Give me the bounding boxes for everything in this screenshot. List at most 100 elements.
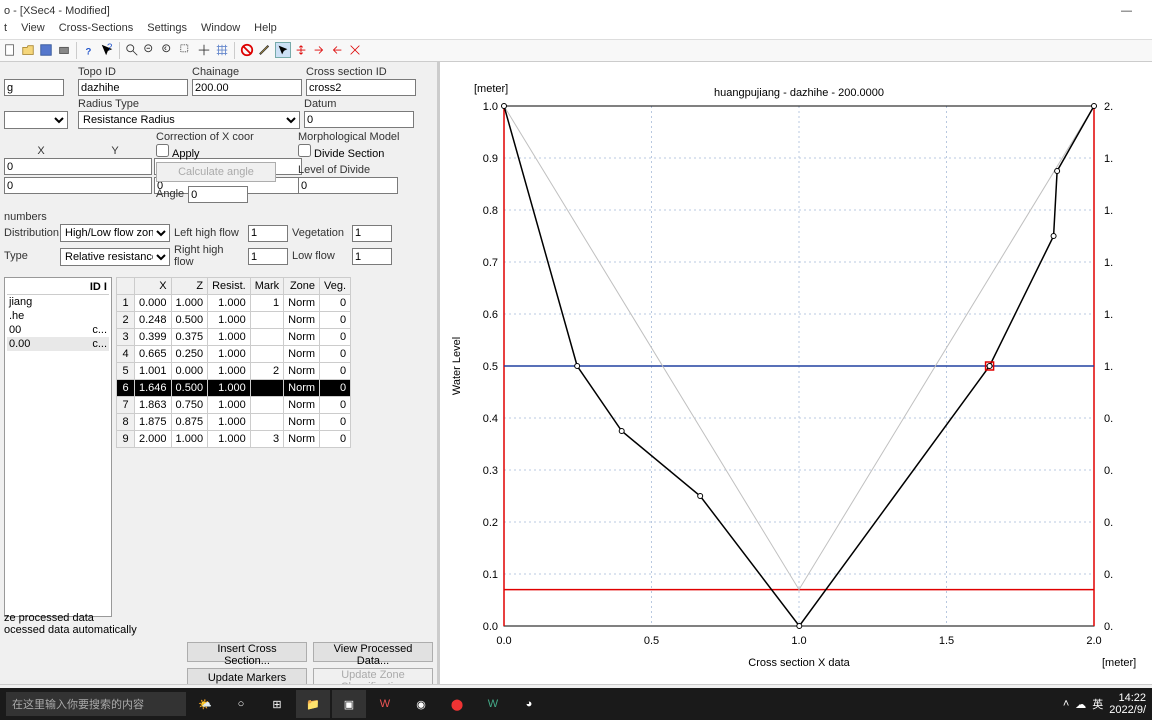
left-high-field[interactable]: [248, 225, 288, 242]
svg-text:0.7: 0.7: [483, 257, 498, 269]
table-row[interactable]: 20.2480.5001.000Norm0: [117, 312, 351, 329]
window-titlebar: o - [XSec4 - Modified] —: [0, 0, 1152, 22]
x2-field[interactable]: [4, 177, 152, 194]
print-icon[interactable]: [56, 42, 72, 58]
distribution-combo[interactable]: High/Low flow zones: [60, 224, 170, 242]
sync-processed-checkbox[interactable]: ze processed data: [4, 612, 94, 624]
svg-text:1.: 1.: [1104, 153, 1113, 165]
vegetation-field[interactable]: [352, 225, 392, 242]
svg-text:0.: 0.: [1104, 465, 1113, 477]
low-flow-field[interactable]: [352, 248, 392, 265]
zoom-prev-icon[interactable]: [160, 42, 176, 58]
insert-cross-section-button[interactable]: Insert Cross Section...: [187, 642, 307, 662]
tree-item[interactable]: 00c...: [7, 323, 109, 337]
menu-view[interactable]: View: [21, 22, 45, 39]
navigation-tree[interactable]: ID I jiang .he 00c... 0.00c...: [4, 277, 112, 617]
table-row[interactable]: 92.0001.0001.0003Norm0: [117, 431, 351, 448]
radius-type-combo[interactable]: Resistance Radius: [78, 111, 300, 129]
menu-cross-sections[interactable]: Cross-Sections: [59, 22, 134, 39]
svg-text:0.: 0.: [1104, 413, 1113, 425]
apply-checkbox[interactable]: Apply: [156, 148, 200, 160]
taskbar-explorer-icon[interactable]: 📁: [296, 690, 330, 718]
taskbar-cortana-icon[interactable]: ○: [224, 690, 258, 718]
taskbar-app-icon[interactable]: ◉: [404, 690, 438, 718]
tray-cloud-icon[interactable]: ☁: [1075, 698, 1086, 711]
zoom-out-icon[interactable]: [142, 42, 158, 58]
section-type-field[interactable]: [4, 79, 64, 96]
table-row[interactable]: 40.6650.2501.000Norm0: [117, 346, 351, 363]
view-processed-button[interactable]: View Processed Data...: [313, 642, 433, 662]
tray-time: 14:22: [1109, 692, 1146, 704]
pan-icon[interactable]: [196, 42, 212, 58]
insert-after-icon[interactable]: [311, 42, 327, 58]
table-row[interactable]: 30.3990.3751.000Norm0: [117, 329, 351, 346]
menu-edit[interactable]: t: [4, 22, 7, 39]
topo-id-field[interactable]: [78, 79, 188, 96]
tree-item[interactable]: .he: [7, 309, 109, 323]
open-icon[interactable]: [20, 42, 36, 58]
data-grid[interactable]: XZResist.MarkZoneVeg.10.0001.0001.0001No…: [116, 277, 351, 448]
table-row[interactable]: 51.0010.0001.0002Norm0: [117, 363, 351, 380]
new-icon[interactable]: [2, 42, 18, 58]
grid-icon[interactable]: [214, 42, 230, 58]
cross-section-id-field[interactable]: [306, 79, 416, 96]
taskbar-taskview-icon[interactable]: ⊞: [260, 690, 294, 718]
move-icon[interactable]: [293, 42, 309, 58]
chainage-field[interactable]: [192, 79, 302, 96]
zoom-area-icon[interactable]: [178, 42, 194, 58]
select-icon[interactable]: [275, 42, 291, 58]
type-label: Type: [4, 250, 56, 262]
right-high-field[interactable]: [248, 248, 288, 265]
chart-panel: 0.00.10.20.30.40.50.60.70.80.91.00.00.51…: [440, 62, 1152, 692]
windows-taskbar: 在这里输入你要搜索的内容 🌤️ ○ ⊞ 📁 ▣ W ◉ ⬤ W ◕ ˄ ☁ 英 …: [0, 688, 1152, 720]
svg-text:Cross section X data: Cross section X data: [748, 657, 850, 669]
no-edit-icon[interactable]: [239, 42, 255, 58]
svg-text:0.: 0.: [1104, 569, 1113, 581]
svg-text:0.6: 0.6: [483, 309, 498, 321]
table-row[interactable]: 71.8630.7501.000Norm0: [117, 397, 351, 414]
taskbar-app-icon[interactable]: ◕: [512, 690, 546, 718]
table-row[interactable]: 61.6460.5001.000Norm0: [117, 380, 351, 397]
tray-chevron-icon[interactable]: ˄: [1063, 698, 1069, 710]
taskbar-search[interactable]: 在这里输入你要搜索的内容: [6, 692, 186, 716]
angle-field[interactable]: [188, 186, 248, 203]
tray-date: 2022/9/: [1109, 704, 1146, 716]
context-help-icon[interactable]: ?: [99, 42, 115, 58]
tree-item[interactable]: 0.00c...: [7, 337, 109, 351]
tree-item[interactable]: jiang: [7, 295, 109, 309]
table-row[interactable]: 81.8750.8751.000Norm0: [117, 414, 351, 431]
menu-window[interactable]: Window: [201, 22, 240, 39]
taskbar-record-icon[interactable]: ⬤: [440, 690, 474, 718]
menu-settings[interactable]: Settings: [147, 22, 187, 39]
divide-checkbox[interactable]: Divide Section: [298, 148, 384, 160]
level-divide-field[interactable]: [298, 177, 398, 194]
taskbar-weather-icon[interactable]: 🌤️: [188, 690, 222, 718]
taskbar-app-icon[interactable]: W: [368, 690, 402, 718]
datum-field[interactable]: [304, 111, 414, 128]
minimize-icon[interactable]: —: [1121, 5, 1132, 17]
cross-section-chart[interactable]: 0.00.10.20.30.40.50.60.70.80.91.00.00.51…: [444, 66, 1144, 686]
auto-process-checkbox[interactable]: ocessed data automatically: [4, 624, 137, 636]
save-icon[interactable]: [38, 42, 54, 58]
taskbar-word-icon[interactable]: W: [476, 690, 510, 718]
svg-text:0.3: 0.3: [483, 465, 498, 477]
distribution-label: Distribution: [4, 227, 56, 239]
type-field-combo[interactable]: Relative resistance: [60, 248, 170, 266]
calc-angle-button[interactable]: Calculate angle: [156, 162, 276, 182]
chainage-label: Chainage: [192, 66, 302, 78]
taskbar-app-icon[interactable]: ▣: [332, 690, 366, 718]
delete-icon[interactable]: [347, 42, 363, 58]
table-row[interactable]: 10.0001.0001.0001Norm0: [117, 295, 351, 312]
edit-point-icon[interactable]: [257, 42, 273, 58]
x1-field[interactable]: [4, 158, 152, 175]
zoom-in-icon[interactable]: [124, 42, 140, 58]
insert-before-icon[interactable]: [329, 42, 345, 58]
type-combo[interactable]: [4, 111, 68, 129]
svg-text:0.4: 0.4: [483, 413, 498, 425]
help-icon[interactable]: ?: [81, 42, 97, 58]
tray-lang[interactable]: 英: [1092, 696, 1103, 712]
menu-help[interactable]: Help: [254, 22, 277, 39]
svg-text:1.: 1.: [1104, 309, 1113, 321]
svg-text:0.: 0.: [1104, 517, 1113, 529]
correction-label: Correction of X coor: [156, 131, 294, 143]
